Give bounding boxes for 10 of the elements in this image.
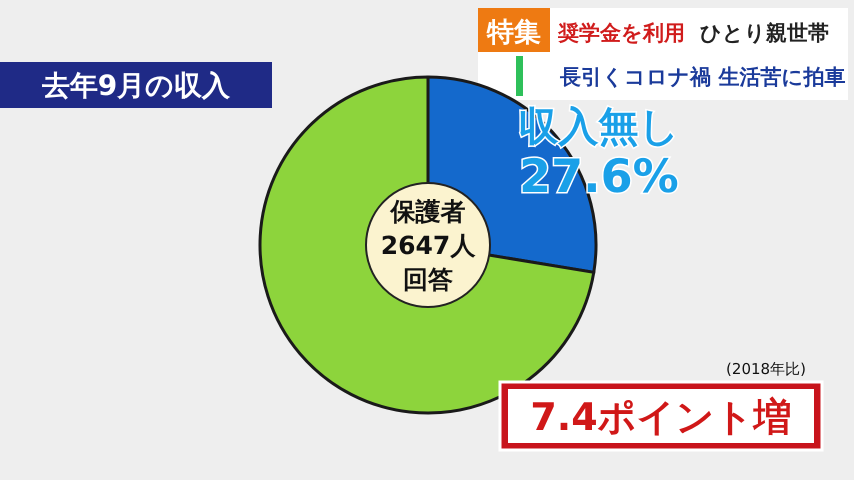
text: 奨学金を利用 [557,21,685,45]
text: 保護者 [390,197,466,226]
text: ひとり親世帯 [700,21,829,45]
text: 回答 [403,265,453,294]
text: 長引くコロナ禍 生活苦に拍車 [559,65,846,89]
text: 7.4ポイント増 [530,395,792,439]
text: 特集 [486,17,541,48]
text: (2018年比) [726,360,806,378]
chart-title: 去年9月の収入 [40,69,232,102]
text: 2647人 [380,231,476,260]
